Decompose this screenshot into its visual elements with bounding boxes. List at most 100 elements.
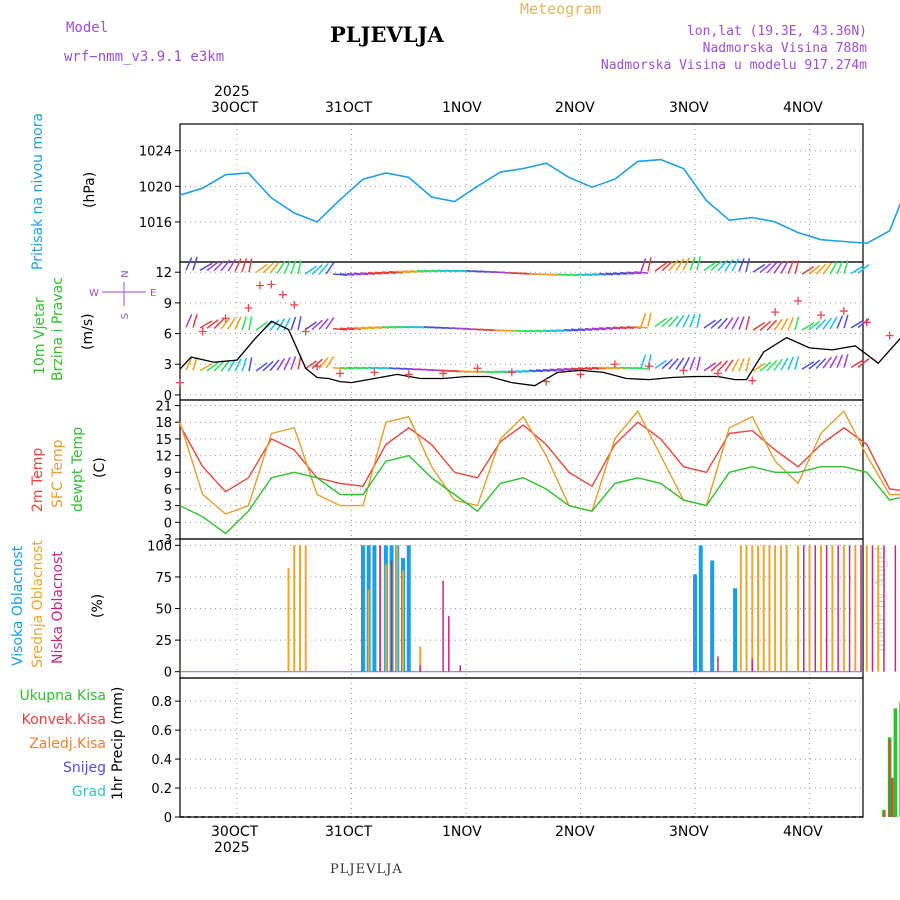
- wind-gust-point: [255, 281, 264, 290]
- ytick-label: 15: [155, 433, 172, 448]
- wind-gust-point: [839, 307, 848, 316]
- wind-barb: [311, 264, 323, 275]
- wind-barb: [304, 321, 317, 331]
- wind-barb: [780, 260, 789, 274]
- wind-barb: [738, 357, 745, 372]
- wind-barb: [507, 370, 523, 373]
- wind-barb: [724, 317, 734, 330]
- date-bottom-3: 2NOV: [555, 824, 595, 840]
- year-label-top: 2025: [214, 84, 250, 100]
- wind-barb: [689, 313, 696, 328]
- wind-barb: [255, 362, 268, 372]
- wind-barb: [276, 358, 286, 371]
- ytick-label: 75: [155, 571, 172, 586]
- wind-barb: [213, 318, 225, 330]
- wind-barb: [360, 326, 376, 330]
- wind-barb: [304, 360, 317, 370]
- wind-barb: [801, 322, 815, 331]
- wind-barb: [654, 317, 667, 328]
- panel-0: 1016 1020 1024: [139, 123, 864, 263]
- cloud-high-bar: [710, 560, 715, 672]
- wind-gust-point: [301, 327, 310, 336]
- footer-station: PLJEVLJA: [330, 862, 403, 877]
- wind-barb: [227, 316, 237, 330]
- cloud-mid-bar: [785, 545, 788, 672]
- wind-barb: [787, 317, 794, 331]
- wind-barb: [528, 369, 544, 373]
- cloud-high-bar: [360, 545, 365, 672]
- wind-barb: [668, 315, 679, 328]
- wind-barb: [752, 362, 766, 372]
- wind-barb: [773, 358, 783, 371]
- wind-barb: [388, 270, 404, 274]
- wind-barb: [612, 272, 628, 275]
- cloud-mid-bar: [808, 545, 811, 672]
- wind-barb: [227, 258, 237, 272]
- wind-gust-point: [816, 311, 825, 320]
- cloud-mid-bar: [367, 589, 370, 672]
- ytick-label: 9: [164, 466, 172, 481]
- wind-barb: [780, 317, 789, 331]
- wind-barb: [731, 358, 740, 372]
- wind-barb: [829, 261, 838, 275]
- panel-frame: [179, 123, 864, 263]
- wind-barb: [514, 370, 530, 373]
- wind-barb: [255, 263, 268, 274]
- wind-barb: [269, 319, 280, 331]
- lonlat-info: lon,lat (19.3E, 43.36N): [686, 24, 867, 39]
- cloud-low-bar: [448, 616, 450, 672]
- wind-barb: [836, 315, 844, 329]
- wind-barb: [402, 270, 418, 273]
- cloud-low-bar: [837, 545, 839, 672]
- date-top-0: 30OCT: [211, 100, 259, 116]
- cloud-mid-bar: [819, 545, 822, 672]
- cloud-low-bar: [459, 665, 462, 672]
- wind-barb: [206, 319, 219, 329]
- cloud-mid-bar: [768, 545, 771, 672]
- ytick-label: 0.6: [151, 724, 172, 739]
- legend-conv-rain: Konvek.Kisa: [21, 712, 106, 728]
- wind-barb: [318, 318, 329, 330]
- wind-barb: [339, 327, 355, 331]
- cloud-mid-bar: [774, 545, 777, 672]
- wind-barb: [794, 316, 800, 331]
- wind-gust-point: [313, 362, 322, 371]
- date-bottom-1: 31OCT: [325, 824, 373, 840]
- cloud-mid-bar: [293, 545, 296, 672]
- date-bottom-4: 3NOV: [669, 824, 709, 840]
- compass-e: E: [150, 288, 156, 299]
- wind-barb: [227, 359, 237, 372]
- wind-barb: [297, 316, 302, 331]
- wind-barb: [325, 355, 335, 369]
- wind-barb: [185, 314, 193, 328]
- wind-barb: [787, 356, 794, 371]
- cloud-high-bar: [693, 574, 697, 672]
- wind-barb: [290, 356, 297, 370]
- wind-barb: [206, 361, 219, 372]
- cloud-mid-bar: [287, 568, 290, 672]
- wind-barb: [220, 259, 231, 272]
- cloud-mid-bar: [396, 545, 399, 672]
- cloud-mid-bar: [304, 545, 307, 672]
- wind-barb: [213, 360, 225, 372]
- cloud-low-bar: [825, 545, 828, 672]
- compass-n: N: [120, 270, 131, 277]
- wind-barb: [850, 265, 864, 275]
- wind-barb: [283, 260, 291, 275]
- ytick-label: 25: [155, 634, 172, 649]
- wind-gust-point: [542, 377, 551, 386]
- wind-barb: [262, 360, 274, 372]
- date-top-1: 31OCT: [325, 100, 373, 116]
- precip-total-bar: [893, 708, 898, 817]
- wind-barb: [808, 264, 821, 275]
- product-title: Meteogram: [520, 0, 602, 18]
- wind-barb: [843, 353, 849, 368]
- wind-barb: [801, 266, 815, 275]
- precip-conv-bar: [882, 811, 885, 817]
- wind-barb: [794, 355, 800, 370]
- wind-barb: [682, 257, 691, 271]
- wind-gust-point: [771, 308, 780, 317]
- ytick-label: 1020: [139, 180, 172, 195]
- cloud-mid-bar: [751, 545, 754, 672]
- cloud-mid-bar: [384, 564, 387, 672]
